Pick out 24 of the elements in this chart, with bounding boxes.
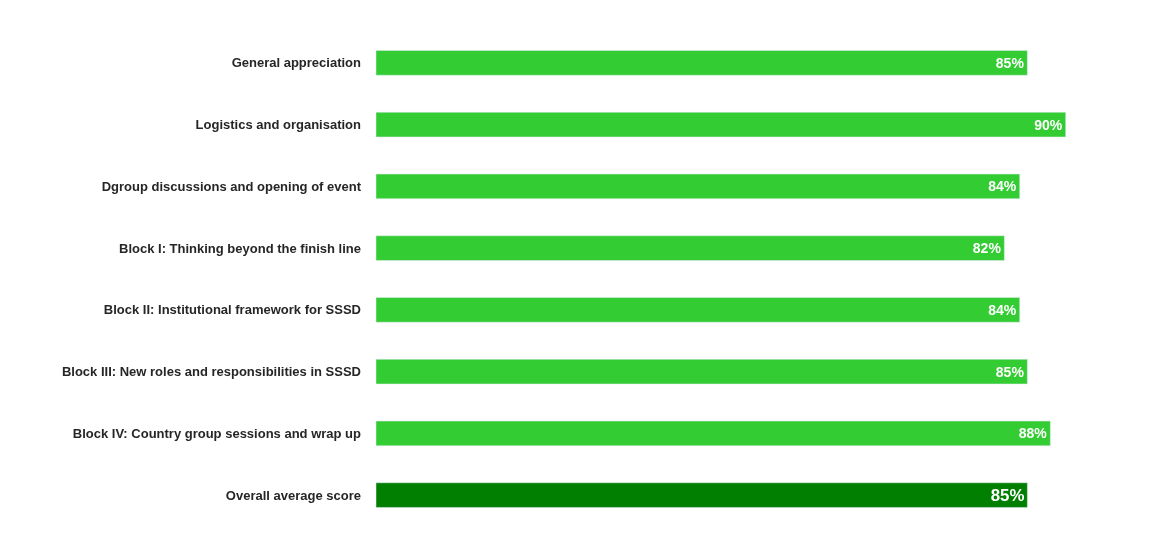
- data-label: 82%: [972, 240, 1002, 257]
- y-tick-label: Block III: New roles and responsibilities in SSSD: [61, 364, 361, 380]
- bar: [376, 359, 1028, 385]
- y-tick-label: Logistics and organisation: [195, 117, 362, 133]
- bar: [376, 482, 1028, 508]
- data-label: 85%: [995, 54, 1025, 71]
- y-tick-label: Overall average score: [225, 487, 361, 503]
- data-label: 85%: [990, 485, 1025, 505]
- y-tick-label: Block I: Thinking beyond the finish line: [119, 240, 361, 256]
- bar: [376, 112, 1066, 138]
- y-tick-label: Dgroup discussions and opening of event: [101, 178, 362, 194]
- y-tick-label: Block II: Institutional framework for SSSD: [103, 302, 361, 318]
- data-label: 90%: [1034, 116, 1063, 133]
- bar: [376, 50, 1028, 76]
- y-tick-label: Block IV: Country group sessions and wrap up: [72, 425, 362, 441]
- data-label: 84%: [988, 301, 1017, 318]
- bar: [376, 420, 1051, 446]
- data-label: 88%: [1018, 425, 1048, 442]
- y-tick-label: General appreciation: [231, 55, 362, 71]
- data-label: 85%: [995, 363, 1025, 380]
- bar: [376, 173, 1020, 199]
- bar: [376, 235, 1005, 261]
- data-label: 84%: [988, 178, 1017, 195]
- bar: [376, 297, 1020, 323]
